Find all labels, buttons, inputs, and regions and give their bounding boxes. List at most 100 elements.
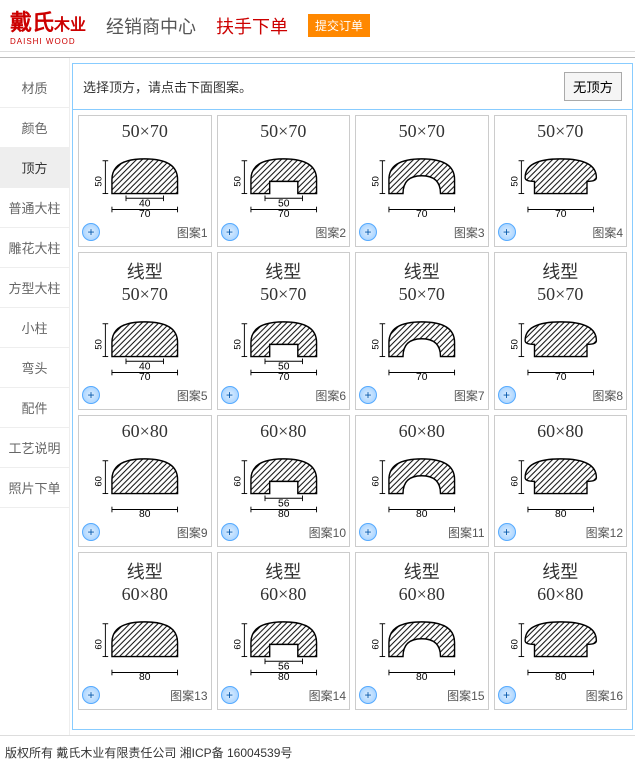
svg-text:80: 80	[416, 509, 428, 517]
pattern-label: 图案9	[177, 524, 208, 541]
no-top-button[interactable]: 无顶方	[564, 72, 622, 101]
sidebar-item-4[interactable]: 雕花大柱	[0, 228, 69, 268]
sidebar-item-3[interactable]: 普通大柱	[0, 188, 69, 228]
sidebar-item-0[interactable]: 材质	[0, 68, 69, 108]
svg-text:50: 50	[232, 176, 242, 186]
pattern-card[interactable]: 60×80 60 56 80 + 图案10	[217, 415, 351, 547]
card-footer: + 图案3	[359, 223, 485, 241]
card-footer: + 图案12	[498, 523, 624, 541]
svg-text:70: 70	[555, 372, 567, 380]
logo: 戴氏木业 DAISHI WOOD	[10, 5, 86, 46]
pattern-card[interactable]: 线型 50×70 50 50 70 + 图案6	[217, 252, 351, 410]
add-icon[interactable]: +	[359, 386, 377, 404]
figure: 线型 50×70 50 70	[359, 258, 485, 383]
add-icon[interactable]: +	[359, 686, 377, 704]
pattern-card[interactable]: 50×70 50 40 70 + 图案1	[78, 115, 212, 247]
add-icon[interactable]: +	[498, 686, 516, 704]
line-label: 线型	[221, 558, 347, 584]
pattern-card[interactable]: 60×80 60 80 + 图案12	[494, 415, 628, 547]
add-icon[interactable]: +	[221, 223, 239, 241]
svg-text:80: 80	[139, 672, 151, 680]
pattern-card[interactable]: 线型 50×70 50 40 70 + 图案5	[78, 252, 212, 410]
card-footer: + 图案6	[221, 386, 347, 404]
submit-button[interactable]: 提交订单	[308, 14, 370, 37]
pattern-card[interactable]: 60×80 60 80 + 图案9	[78, 415, 212, 547]
svg-text:60: 60	[94, 639, 104, 649]
add-icon[interactable]: +	[359, 523, 377, 541]
pattern-card[interactable]: 线型 50×70 50 70 + 图案8	[494, 252, 628, 410]
line-label: 线型	[498, 258, 624, 284]
logo-suffix: 木业	[54, 17, 86, 34]
svg-text:70: 70	[139, 209, 151, 217]
add-icon[interactable]: +	[359, 223, 377, 241]
add-icon[interactable]: +	[82, 686, 100, 704]
svg-text:80: 80	[278, 672, 290, 680]
add-icon[interactable]: +	[498, 386, 516, 404]
pattern-card[interactable]: 线型 60×80 60 56 80 + 图案14	[217, 552, 351, 710]
pattern-label: 图案8	[592, 387, 623, 404]
svg-text:60: 60	[509, 476, 519, 486]
svg-text:50: 50	[509, 339, 519, 349]
svg-text:70: 70	[555, 209, 567, 217]
add-icon[interactable]: +	[221, 386, 239, 404]
add-icon[interactable]: +	[498, 523, 516, 541]
card-footer: + 图案7	[359, 386, 485, 404]
line-label: 线型	[221, 258, 347, 284]
add-icon[interactable]: +	[498, 223, 516, 241]
card-footer: + 图案14	[221, 686, 347, 704]
size-label: 50×70	[359, 284, 485, 305]
sidebar-item-6[interactable]: 小柱	[0, 308, 69, 348]
add-icon[interactable]: +	[221, 686, 239, 704]
header: 戴氏木业 DAISHI WOOD 经销商中心 扶手下单 提交订单	[0, 0, 635, 52]
size-label: 50×70	[82, 284, 208, 305]
card-footer: + 图案10	[221, 523, 347, 541]
pattern-card[interactable]: 50×70 50 70 + 图案3	[355, 115, 489, 247]
sidebar-item-1[interactable]: 颜色	[0, 108, 69, 148]
add-icon[interactable]: +	[82, 386, 100, 404]
svg-text:70: 70	[278, 372, 290, 380]
svg-text:50: 50	[232, 339, 242, 349]
pattern-card[interactable]: 50×70 50 70 + 图案4	[494, 115, 628, 247]
add-icon[interactable]: +	[221, 523, 239, 541]
svg-text:70: 70	[278, 209, 290, 217]
figure: 60×80 60 80	[359, 421, 485, 520]
size-label: 60×80	[498, 584, 624, 605]
pattern-card[interactable]: 60×80 60 80 + 图案11	[355, 415, 489, 547]
add-icon[interactable]: +	[82, 523, 100, 541]
content-panel: 选择顶方，请点击下面图案。 无顶方 50×70 50 40 70 + 图案1 5…	[72, 63, 633, 730]
card-footer: + 图案4	[498, 223, 624, 241]
size-label: 50×70	[221, 121, 347, 142]
pattern-label: 图案7	[454, 387, 485, 404]
pattern-card[interactable]: 50×70 50 50 70 + 图案2	[217, 115, 351, 247]
size-label: 50×70	[82, 121, 208, 142]
figure: 50×70 50 50 70	[221, 121, 347, 220]
pattern-card[interactable]: 线型 60×80 60 80 + 图案13	[78, 552, 212, 710]
pattern-card[interactable]: 线型 60×80 60 80 + 图案15	[355, 552, 489, 710]
sidebar-item-7[interactable]: 弯头	[0, 348, 69, 388]
scroll-area[interactable]: 50×70 50 40 70 + 图案1 50×70 50 50 70 + 图案…	[73, 109, 632, 729]
pattern-card[interactable]: 线型 50×70 50 70 + 图案7	[355, 252, 489, 410]
pattern-grid: 50×70 50 40 70 + 图案1 50×70 50 50 70 + 图案…	[78, 115, 627, 710]
card-footer: + 图案9	[82, 523, 208, 541]
svg-text:60: 60	[371, 476, 381, 486]
sidebar-item-10[interactable]: 照片下单	[0, 468, 69, 508]
add-icon[interactable]: +	[82, 223, 100, 241]
svg-text:60: 60	[94, 476, 104, 486]
size-label: 60×80	[359, 584, 485, 605]
svg-text:80: 80	[555, 672, 567, 680]
card-footer: + 图案11	[359, 523, 485, 541]
figure: 50×70 50 70	[359, 121, 485, 220]
svg-text:50: 50	[278, 362, 290, 373]
svg-text:80: 80	[139, 509, 151, 517]
sidebar-item-2[interactable]: 顶方	[0, 148, 69, 188]
svg-text:50: 50	[371, 339, 381, 349]
sidebar-item-5[interactable]: 方型大柱	[0, 268, 69, 308]
pattern-card[interactable]: 线型 60×80 60 80 + 图案16	[494, 552, 628, 710]
size-label: 50×70	[498, 121, 624, 142]
figure: 60×80 60 80	[498, 421, 624, 520]
card-footer: + 图案13	[82, 686, 208, 704]
sidebar-item-9[interactable]: 工艺说明	[0, 428, 69, 468]
sidebar-item-8[interactable]: 配件	[0, 388, 69, 428]
pattern-label: 图案4	[592, 224, 623, 241]
logo-en: DAISHI WOOD	[10, 37, 86, 46]
